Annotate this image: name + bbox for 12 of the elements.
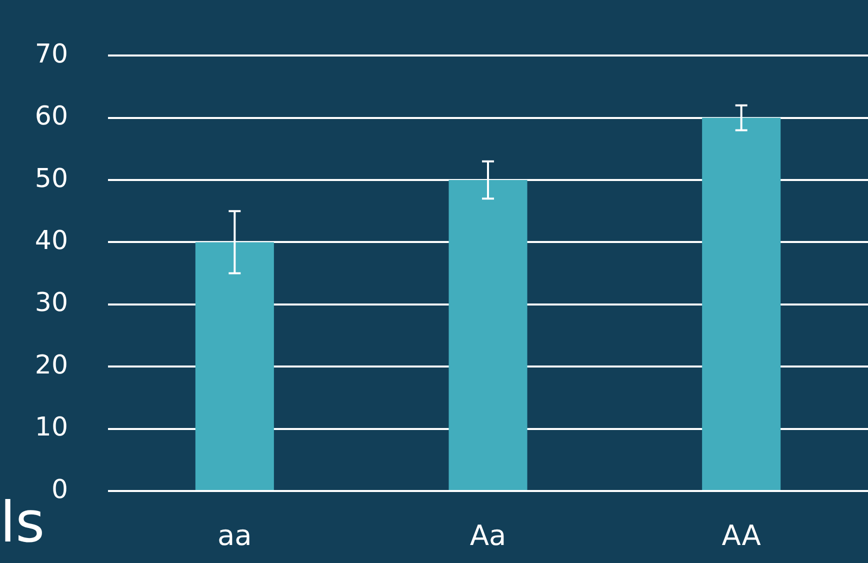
y-tick-label: 40 xyxy=(34,226,68,256)
y-tick-label: 30 xyxy=(34,288,68,318)
y-tick-label: 0 xyxy=(51,474,68,505)
y-tick-label: 70 xyxy=(34,39,68,70)
text: ls xyxy=(0,490,45,556)
y-tick-label: 60 xyxy=(34,102,68,132)
y-tick-label: 50 xyxy=(34,164,68,194)
y-tick-label: 10 xyxy=(34,412,68,443)
x-tick-label: AA xyxy=(722,519,761,552)
x-tick-label: Aa xyxy=(470,519,506,552)
x-tick-label: aa xyxy=(218,519,252,552)
y-tick-label: 20 xyxy=(34,350,68,380)
